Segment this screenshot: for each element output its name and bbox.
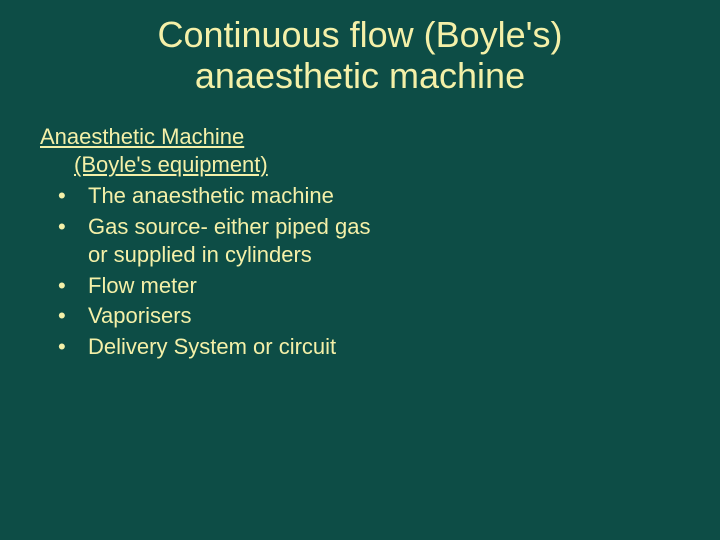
content-heading: Anaesthetic Machine (Boyle's equipment) [40, 123, 680, 180]
list-item: The anaesthetic machine [40, 182, 380, 211]
slide-content: Anaesthetic Machine (Boyle's equipment) … [40, 123, 680, 362]
list-item: Delivery System or circuit [40, 333, 380, 362]
slide-container: Continuous flow (Boyle's) anaesthetic ma… [0, 0, 720, 540]
title-line-2: anaesthetic machine [195, 55, 525, 96]
heading-line-2: (Boyle's equipment) [40, 151, 680, 180]
heading-line-1: Anaesthetic Machine [40, 123, 680, 152]
list-item: Gas source- either piped gas or supplied… [40, 213, 380, 270]
slide-title: Continuous flow (Boyle's) anaesthetic ma… [40, 14, 680, 97]
list-item: Vaporisers [40, 302, 380, 331]
list-item: Flow meter [40, 272, 380, 301]
bullet-list: The anaesthetic machine Gas source- eith… [40, 182, 680, 362]
title-line-1: Continuous flow (Boyle's) [157, 14, 562, 55]
